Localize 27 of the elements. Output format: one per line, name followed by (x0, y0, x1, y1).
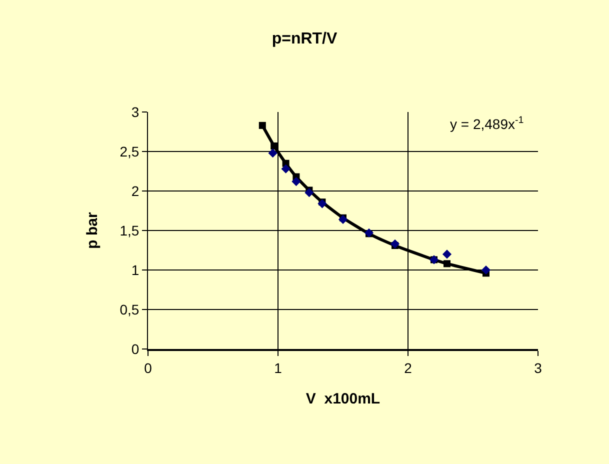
point (442, 250, 452, 259)
y-axis-title: p bar (84, 212, 101, 249)
point (268, 148, 278, 158)
y-tick-label: 2 (131, 182, 140, 199)
point (338, 214, 348, 224)
x-tick-label: 0 (144, 360, 152, 376)
x-tick-label: 3 (534, 360, 542, 376)
point (481, 265, 491, 275)
point (390, 239, 400, 248)
point (281, 164, 290, 174)
x-tick-label: 2 (404, 360, 412, 376)
annotation: y = 2,489x$^{-1}$ (450, 115, 524, 132)
chart-title: p=nRT/V (272, 30, 338, 48)
y-tick-label: 0 (131, 340, 140, 357)
x-tick-label: 1 (274, 360, 282, 376)
point (292, 176, 301, 186)
point (304, 188, 314, 198)
y-tick-label: 3 (131, 104, 140, 120)
y-tick-label: 1,5 (120, 222, 140, 238)
point (258, 122, 266, 129)
point (270, 142, 278, 150)
point (444, 260, 450, 268)
y-tick-label: 2,5 (120, 143, 140, 160)
point (318, 199, 327, 208)
y-tick-label: 1 (131, 262, 140, 278)
y-tick-label: 0,5 (120, 301, 140, 318)
x-axis-title: V x100mL (306, 390, 380, 408)
